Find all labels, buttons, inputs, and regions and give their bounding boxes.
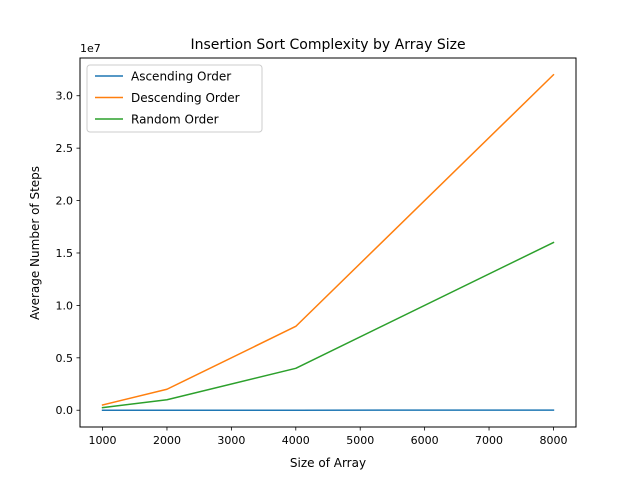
y-tick-label: 1.0 — [56, 299, 74, 312]
x-tick-label: 8000 — [539, 434, 567, 447]
legend-box — [86, 64, 263, 133]
x-tick-label: 5000 — [346, 434, 374, 447]
x-tick-label: 4000 — [282, 434, 310, 447]
y-tick-label: 2.0 — [56, 195, 74, 208]
plot-lines — [101, 73, 555, 411]
y-tick-label: 0.0 — [56, 404, 74, 417]
legend: Ascending Order Descending Order Random Or… — [86, 64, 263, 133]
x-axis-label: Size of Array — [290, 456, 366, 470]
y-tick-label: 1.5 — [56, 247, 74, 260]
y-offset-label: 1e7 — [80, 42, 101, 55]
x-tick-label: 3000 — [217, 434, 245, 447]
plot-frame — [79, 57, 577, 428]
legend-label-0: Ascending Order — [131, 70, 231, 84]
chart-title: Insertion Sort Complexity by Array Size — [190, 37, 465, 53]
y-tick-label: 0.5 — [56, 352, 74, 365]
y-tick-label: 2.5 — [56, 142, 74, 155]
x-tick-label: 2000 — [153, 434, 181, 447]
y-axis-label: Average Number of Steps — [28, 166, 42, 320]
legend-label-2: Random Order — [131, 113, 219, 127]
y-axis-ticks: 0.0 0.5 1.0 1.5 2.0 2.5 3.0 — [56, 90, 80, 417]
x-tick-label: 6000 — [411, 434, 439, 447]
x-tick-label: 1000 — [89, 434, 117, 447]
x-axis-ticks: 1000 2000 3000 4000 5000 6000 7000 8000 — [89, 427, 567, 447]
y-tick-label: 3.0 — [56, 90, 74, 103]
series-line-1 — [101, 73, 555, 406]
series-line-2 — [101, 241, 555, 409]
x-tick-label: 7000 — [475, 434, 503, 447]
legend-label-1: Descending Order — [131, 91, 240, 105]
